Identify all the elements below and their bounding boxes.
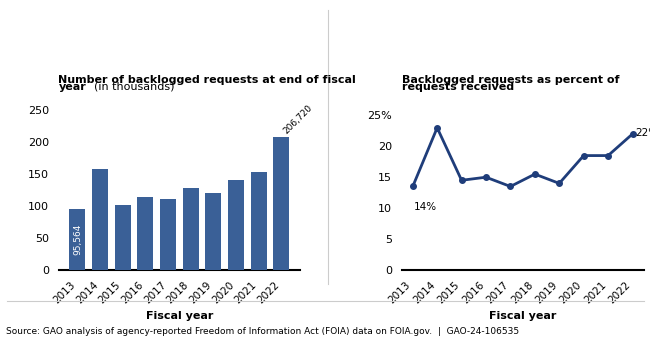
Text: year: year: [58, 82, 86, 92]
Text: Backlogged requests as percent of: Backlogged requests as percent of: [402, 75, 619, 85]
Bar: [70, 209, 85, 270]
Text: Source: GAO analysis of agency-reported Freedom of Information Act (FOIA) data o: Source: GAO analysis of agency-reported …: [6, 327, 519, 336]
Text: requests received: requests received: [402, 82, 514, 92]
Text: 14%: 14%: [414, 202, 437, 212]
Bar: [160, 199, 176, 270]
Text: 206,720: 206,720: [281, 103, 314, 136]
Bar: [92, 169, 108, 270]
Bar: [205, 193, 221, 270]
X-axis label: Fiscal year: Fiscal year: [146, 311, 213, 321]
Text: 22%: 22%: [635, 128, 650, 138]
Bar: [251, 173, 266, 270]
Text: Number of backlogged requests at end of fiscal: Number of backlogged requests at end of …: [58, 75, 356, 85]
Text: (in thousands): (in thousands): [94, 82, 175, 92]
Bar: [137, 197, 153, 270]
X-axis label: Fiscal year: Fiscal year: [489, 311, 556, 321]
Text: 95,564: 95,564: [73, 224, 82, 255]
Bar: [228, 180, 244, 270]
Bar: [274, 137, 289, 270]
Bar: [183, 188, 199, 270]
Bar: [115, 204, 131, 270]
